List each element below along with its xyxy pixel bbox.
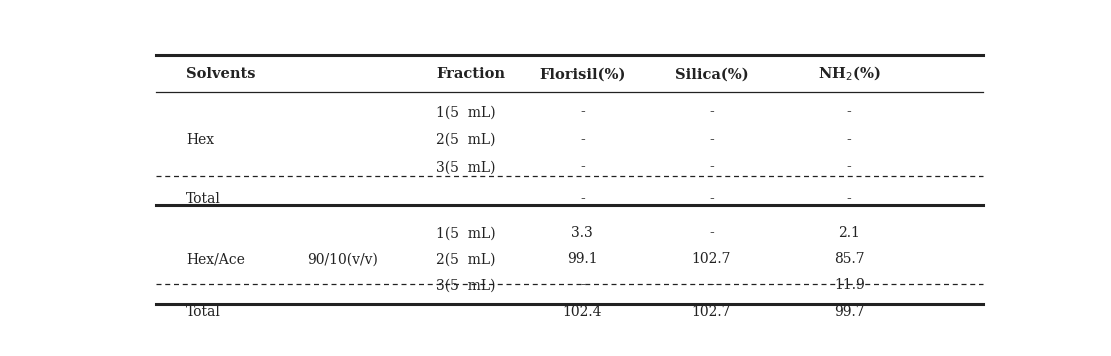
Text: NH$_2$(%): NH$_2$(%) xyxy=(818,65,881,83)
Text: Hex/Ace: Hex/Ace xyxy=(187,252,246,266)
Text: 102.4: 102.4 xyxy=(562,305,602,319)
Text: 1(5  mL): 1(5 mL) xyxy=(436,226,496,240)
Text: -: - xyxy=(709,278,714,292)
Text: 2(5  mL): 2(5 mL) xyxy=(436,133,496,147)
Text: -: - xyxy=(709,226,714,240)
Text: 90/10(v/v): 90/10(v/v) xyxy=(307,252,378,266)
Text: -: - xyxy=(580,192,584,206)
Text: 11.9: 11.9 xyxy=(834,278,864,292)
Text: -: - xyxy=(709,106,714,120)
Text: -: - xyxy=(847,192,852,206)
Text: 85.7: 85.7 xyxy=(834,252,864,266)
Text: -: - xyxy=(580,161,584,174)
Text: Florisil(%): Florisil(%) xyxy=(539,67,625,81)
Text: 2(5  mL): 2(5 mL) xyxy=(436,252,496,266)
Text: 3.3: 3.3 xyxy=(571,226,593,240)
Text: -: - xyxy=(580,133,584,147)
Text: -: - xyxy=(847,106,852,120)
Text: Solvents: Solvents xyxy=(187,67,256,81)
Text: 1(5  mL): 1(5 mL) xyxy=(436,106,496,120)
Text: -: - xyxy=(847,133,852,147)
Text: Total: Total xyxy=(187,305,221,319)
Text: Hex: Hex xyxy=(187,133,214,147)
Text: 2.1: 2.1 xyxy=(839,226,860,240)
Text: -: - xyxy=(580,278,584,292)
Text: 3(5  mL): 3(5 mL) xyxy=(436,278,496,292)
Text: -: - xyxy=(709,133,714,147)
Text: 102.7: 102.7 xyxy=(692,252,731,266)
Text: 99.7: 99.7 xyxy=(834,305,864,319)
Text: 99.1: 99.1 xyxy=(567,252,598,266)
Text: -: - xyxy=(709,161,714,174)
Text: 3(5  mL): 3(5 mL) xyxy=(436,161,496,174)
Text: -: - xyxy=(847,161,852,174)
Text: Silica(%): Silica(%) xyxy=(674,67,749,81)
Text: -: - xyxy=(580,106,584,120)
Text: 102.7: 102.7 xyxy=(692,305,731,319)
Text: Fraction: Fraction xyxy=(436,67,504,81)
Text: -: - xyxy=(709,192,714,206)
Text: Total: Total xyxy=(187,192,221,206)
